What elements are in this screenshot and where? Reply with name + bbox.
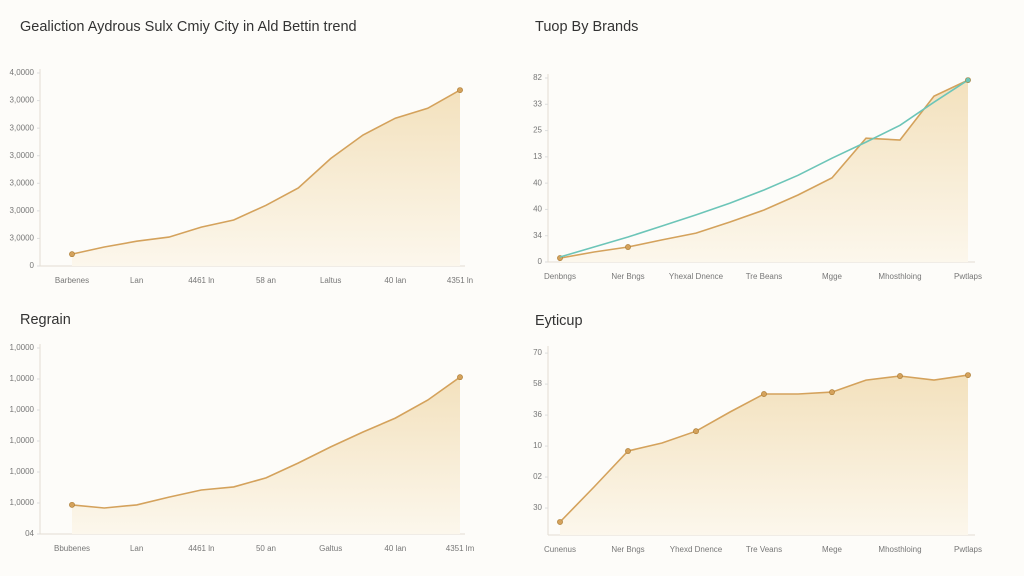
- y-tick-label: 3,0000: [10, 206, 35, 215]
- x-tick-label: Ner Bngs: [611, 272, 644, 281]
- x-tick-label: Pwtlaps: [954, 272, 982, 281]
- x-tick-label: 4351 lm: [446, 544, 475, 553]
- y-tick-label: 3,0000: [10, 234, 35, 243]
- y-tick-label: 04: [25, 529, 34, 538]
- chart-title: Regrain: [20, 312, 71, 328]
- x-tick-label: Ner Bngs: [611, 545, 644, 554]
- x-tick-label: 4351 ln: [447, 276, 473, 285]
- point-marker: [457, 374, 463, 381]
- y-tick-label: 3,0000: [10, 151, 35, 160]
- x-tick-label: Denbngs: [544, 272, 576, 281]
- x-tick-label: Mgge: [822, 272, 843, 281]
- x-tick-label: 4461 ln: [188, 276, 214, 285]
- area-fill: [560, 80, 968, 262]
- series-line: [559, 79, 969, 258]
- x-tick-label: Lan: [130, 544, 143, 553]
- y-tick-label: 70: [533, 348, 542, 357]
- x-tick-label: Pwtlaps: [954, 545, 982, 554]
- y-tick-label: 30: [533, 503, 542, 512]
- y-tick-label: 33: [533, 99, 542, 108]
- y-tick-label: 1,0000: [10, 436, 35, 445]
- x-tick-label: Yhexal Dnence: [669, 272, 724, 281]
- x-tick-label: 40 lan: [384, 544, 406, 553]
- x-tick-label: Mhosthloing: [878, 545, 921, 554]
- area-fill: [560, 375, 968, 535]
- x-tick-label: 4461 ln: [188, 544, 214, 553]
- y-tick-label: 82: [533, 73, 542, 82]
- y-tick-label: 3,0000: [10, 123, 35, 132]
- x-tick-label: Tre Beans: [746, 272, 783, 281]
- y-tick-label: 02: [533, 472, 542, 481]
- y-tick-label: 36: [533, 410, 542, 419]
- x-tick-label: Yhexd Dnence: [670, 545, 723, 554]
- y-tick-label: 34: [533, 231, 542, 240]
- x-tick-label: Barbenes: [55, 276, 89, 285]
- x-tick-label: 50 an: [256, 544, 276, 553]
- y-tick-label: 0: [30, 261, 35, 270]
- y-tick-label: 1,0000: [10, 343, 35, 352]
- y-tick-label: 40: [533, 178, 542, 187]
- y-tick-label: 25: [533, 126, 542, 135]
- x-tick-label: Lan: [130, 276, 143, 285]
- point-marker: [625, 448, 631, 454]
- y-tick-label: 1,0000: [10, 405, 35, 414]
- y-tick-label: 0: [538, 257, 543, 266]
- series-line: [71, 376, 461, 509]
- x-tick-label: Mhosthloing: [878, 272, 921, 281]
- x-tick-label: Bbubenes: [54, 544, 90, 553]
- y-tick-label: 1,0000: [10, 467, 35, 476]
- y-tick-label: 1,0000: [10, 374, 35, 383]
- point-marker: [897, 373, 903, 379]
- x-tick-label: Galtus: [319, 544, 342, 553]
- chart-title: Eyticup: [535, 313, 583, 329]
- y-tick-label: 40: [533, 205, 542, 214]
- point-marker: [69, 251, 75, 258]
- area-fill: [72, 90, 460, 266]
- y-tick-label: 10: [533, 441, 542, 450]
- point-marker: [965, 372, 971, 379]
- point-marker: [457, 87, 463, 93]
- point-marker: [693, 428, 699, 435]
- chart-title: Tuop By Brands: [535, 19, 639, 35]
- x-tick-label: 40 lan: [384, 276, 406, 285]
- x-tick-label: Mege: [822, 545, 843, 554]
- y-tick-label: 13: [533, 152, 542, 161]
- point-marker: [557, 519, 563, 525]
- area-fill: [72, 377, 460, 534]
- y-tick-label: 3,0000: [10, 96, 35, 105]
- point-marker: [965, 77, 971, 84]
- x-tick-label: 58 an: [256, 276, 276, 285]
- series-line: [71, 89, 461, 255]
- x-tick-label: Cunenus: [544, 545, 576, 554]
- y-tick-label: 1,0000: [10, 498, 35, 507]
- point-marker: [761, 391, 767, 397]
- point-marker: [69, 501, 75, 508]
- point-marker: [829, 389, 835, 396]
- chart-title: Gealiction Aydrous Sulx Cmiy City in Ald…: [20, 19, 357, 35]
- point-marker: [625, 244, 631, 250]
- y-tick-label: 4,0000: [10, 68, 35, 77]
- y-tick-label: 58: [533, 379, 542, 388]
- y-tick-label: 3,0000: [10, 178, 35, 187]
- x-tick-label: Tre Veans: [746, 545, 782, 554]
- x-tick-label: Laltus: [320, 276, 341, 285]
